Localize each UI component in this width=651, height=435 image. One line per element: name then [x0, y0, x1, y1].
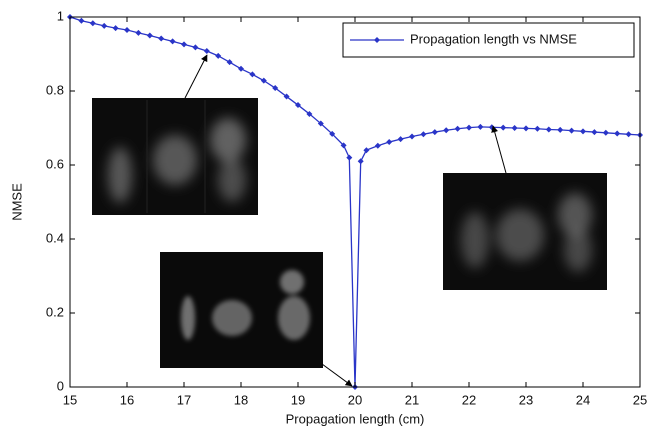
data-point [466, 124, 472, 131]
data-point [357, 158, 364, 165]
data-point [249, 71, 256, 78]
data-point [591, 129, 598, 136]
plot [67, 14, 643, 390]
data-point [238, 65, 244, 72]
data-point [260, 77, 267, 84]
y-axis-title: NMSE [9, 183, 24, 221]
data-point [192, 44, 199, 51]
x-tick-label: 20 [348, 392, 362, 407]
y-tick-label: 0.6 [46, 156, 64, 171]
legend-label: Propagation length vs NMSE [410, 31, 577, 46]
data-point [203, 48, 210, 55]
data-point [568, 127, 575, 134]
x-tick-label: 17 [177, 392, 191, 407]
data-point [158, 35, 165, 42]
data-point [135, 29, 142, 36]
inset-image [92, 98, 258, 215]
y-tick-label: 1 [57, 8, 64, 23]
data-point [431, 129, 438, 136]
data-point [317, 120, 324, 127]
data-point [420, 131, 427, 138]
data-point [511, 125, 518, 131]
x-tick-label: 23 [519, 392, 533, 407]
data-point [580, 128, 586, 135]
data-point [557, 126, 564, 133]
legend-marker [374, 37, 380, 43]
data-point [545, 126, 552, 133]
data-point [306, 110, 313, 117]
data-point [181, 41, 187, 48]
y-tick-label: 0.8 [46, 82, 64, 97]
data-point [386, 139, 393, 146]
data-point [500, 124, 507, 131]
x-tick-label: 19 [291, 392, 305, 407]
data-point [89, 20, 96, 27]
data-point [101, 22, 108, 29]
data-point [272, 85, 279, 92]
data-point [346, 154, 353, 161]
data-point [397, 136, 404, 143]
data-point [215, 52, 222, 59]
x-axis-title: Propagation length (cm) [286, 411, 425, 426]
data-point [78, 17, 85, 24]
inset-image [443, 173, 607, 290]
legend: Propagation length vs NMSE [342, 22, 635, 58]
x-tick-label: 25 [633, 392, 647, 407]
x-tick-label: 18 [234, 392, 248, 407]
data-point [112, 25, 119, 32]
data-point [625, 131, 632, 138]
y-tick-label: 0.2 [46, 304, 64, 319]
data-point [329, 130, 336, 137]
x-tick-label: 24 [576, 392, 590, 407]
y-tick-label: 0.4 [46, 230, 64, 245]
data-point [146, 32, 153, 39]
data-point [295, 102, 301, 109]
data-point [477, 123, 484, 130]
data-point [340, 142, 347, 149]
annotation-arrows [184, 54, 507, 387]
y-tick-label: 0 [57, 378, 64, 393]
data-point [443, 127, 450, 134]
data-point [169, 38, 176, 45]
data-point [374, 142, 381, 149]
data-point [283, 93, 290, 100]
data-point [523, 125, 529, 132]
data-point [409, 133, 415, 140]
x-tick-label: 22 [462, 392, 476, 407]
x-tick-label: 15 [63, 392, 77, 407]
data-point [124, 26, 130, 33]
data-point [454, 125, 461, 132]
data-point [226, 59, 233, 66]
data-point [614, 130, 621, 137]
data-point [602, 129, 609, 136]
data-point [534, 125, 541, 132]
inset-image [160, 252, 323, 368]
x-tick-label: 21 [405, 392, 419, 407]
x-tick-label: 16 [120, 392, 134, 407]
data-point [363, 147, 370, 154]
